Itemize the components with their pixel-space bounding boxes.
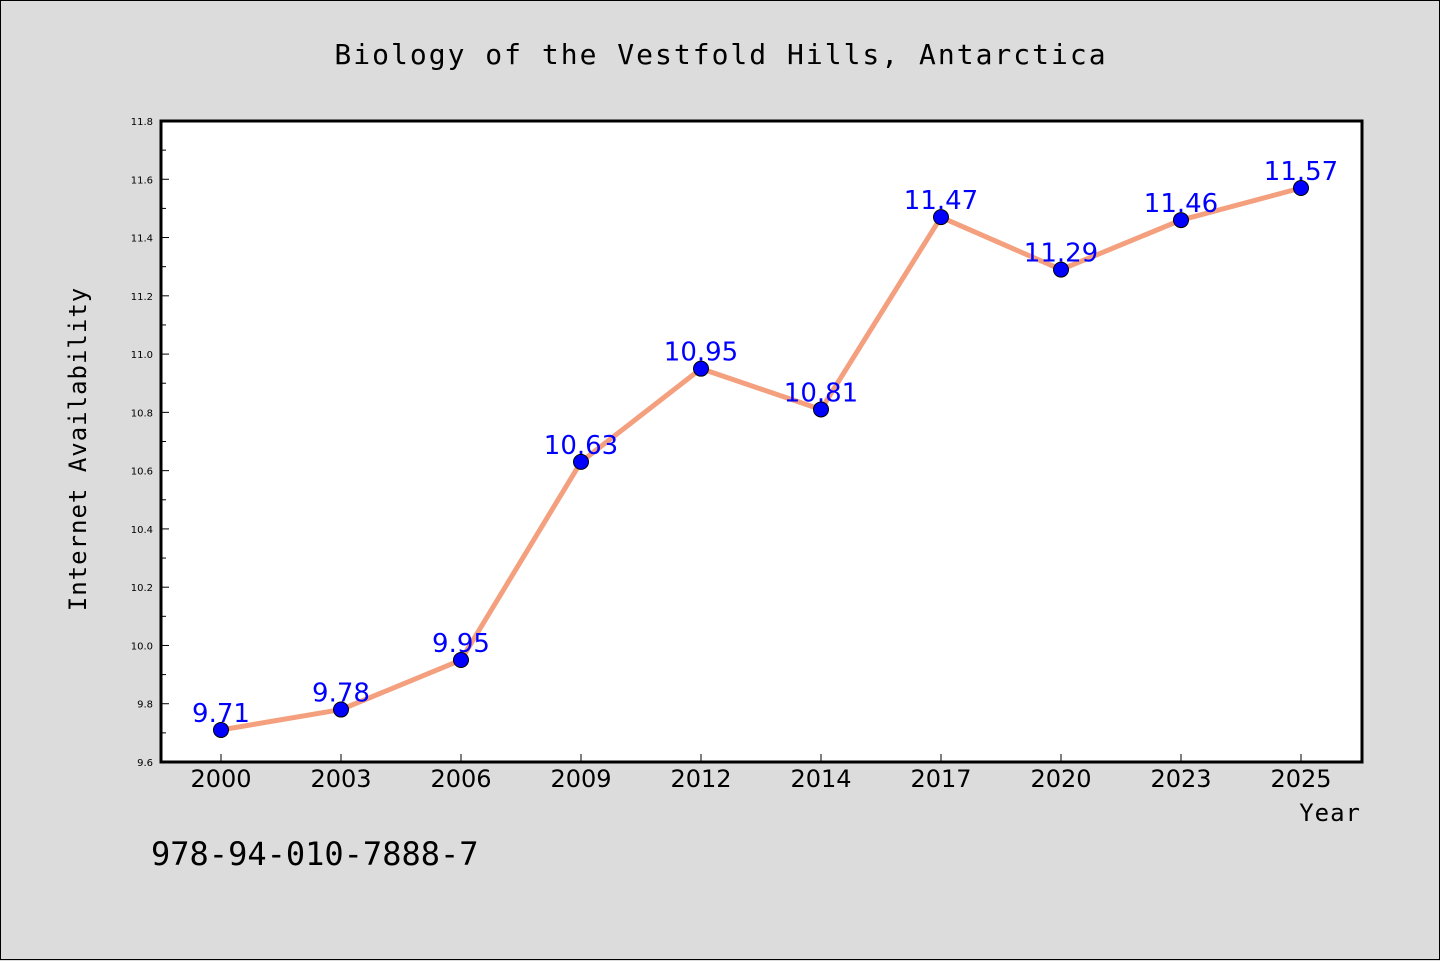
x-tick-label: 2023 [1150,765,1211,793]
x-tick-label: 2014 [790,765,851,793]
y-axis: 9.6 9.8 10.0 10.2 10.4 10.6 10.8 11.0 11.2 11.4 11… [131,117,169,769]
x-tick-label: 2000 [190,765,251,793]
y-tick-label: 11.0 [131,350,153,361]
x-axis-label: Year [1299,799,1361,827]
data-point [333,701,349,718]
y-tick-label: 11.4 [131,234,153,245]
x-tick-label: 2009 [550,765,611,793]
x-tick-label: 2020 [1030,765,1091,793]
x-tick-label: 2012 [670,765,731,793]
y-axis-label: Internet Availability [64,287,92,611]
series-line [218,185,1304,733]
data-label: 11.57 [1264,157,1338,187]
y-tick-label: 11.8 [131,117,153,128]
y-tick-label: 10.2 [131,583,153,594]
data-point [453,652,469,669]
data-label: 9.78 [312,679,370,709]
data-labels-group: 9.71 9.78 9.95 10.63 10.95 10.81 11.47 11.29 11.… [192,157,1338,729]
data-point [1053,261,1069,278]
y-tick-label: 10.8 [131,408,153,419]
y-tick-label: 9.6 [137,758,153,769]
data-label: 11.47 [904,186,978,216]
y-tick-label: 10.6 [131,467,153,478]
data-point [213,721,229,738]
data-label: 10.63 [544,431,618,461]
data-label: 9.71 [192,699,250,729]
data-point [693,360,709,377]
y-tick-label: 10.4 [131,525,153,536]
y-tick-label: 11.2 [131,292,153,303]
markers-group [213,180,1309,738]
chart-title: Biology of the Vestfold Hills, Antarctic… [334,38,1107,71]
data-label: 11.29 [1024,239,1098,269]
data-label: 10.95 [664,338,738,368]
series-line-group [218,185,1304,733]
y-tick-label: 9.8 [137,700,153,711]
x-tick-label: 2003 [310,765,371,793]
x-axis: 2000 2003 2006 2009 2012 2014 2017 2020 2023 2025 [190,754,1332,793]
data-point [933,209,949,226]
data-label: 9.95 [432,629,490,659]
data-point [1173,212,1189,229]
x-tick-label: 2017 [910,765,971,793]
data-point [813,401,829,418]
data-point [1293,180,1309,197]
y-tick-label: 10.0 [131,641,153,652]
data-point [573,453,589,470]
x-tick-label: 2025 [1270,765,1331,793]
x-tick-label: 2006 [430,765,491,793]
y-tick-label: 11.6 [131,175,153,186]
data-label: 10.81 [784,378,858,408]
isbn-text: 978-94-010-7888-7 [151,835,479,873]
data-label: 11.46 [1144,189,1218,219]
